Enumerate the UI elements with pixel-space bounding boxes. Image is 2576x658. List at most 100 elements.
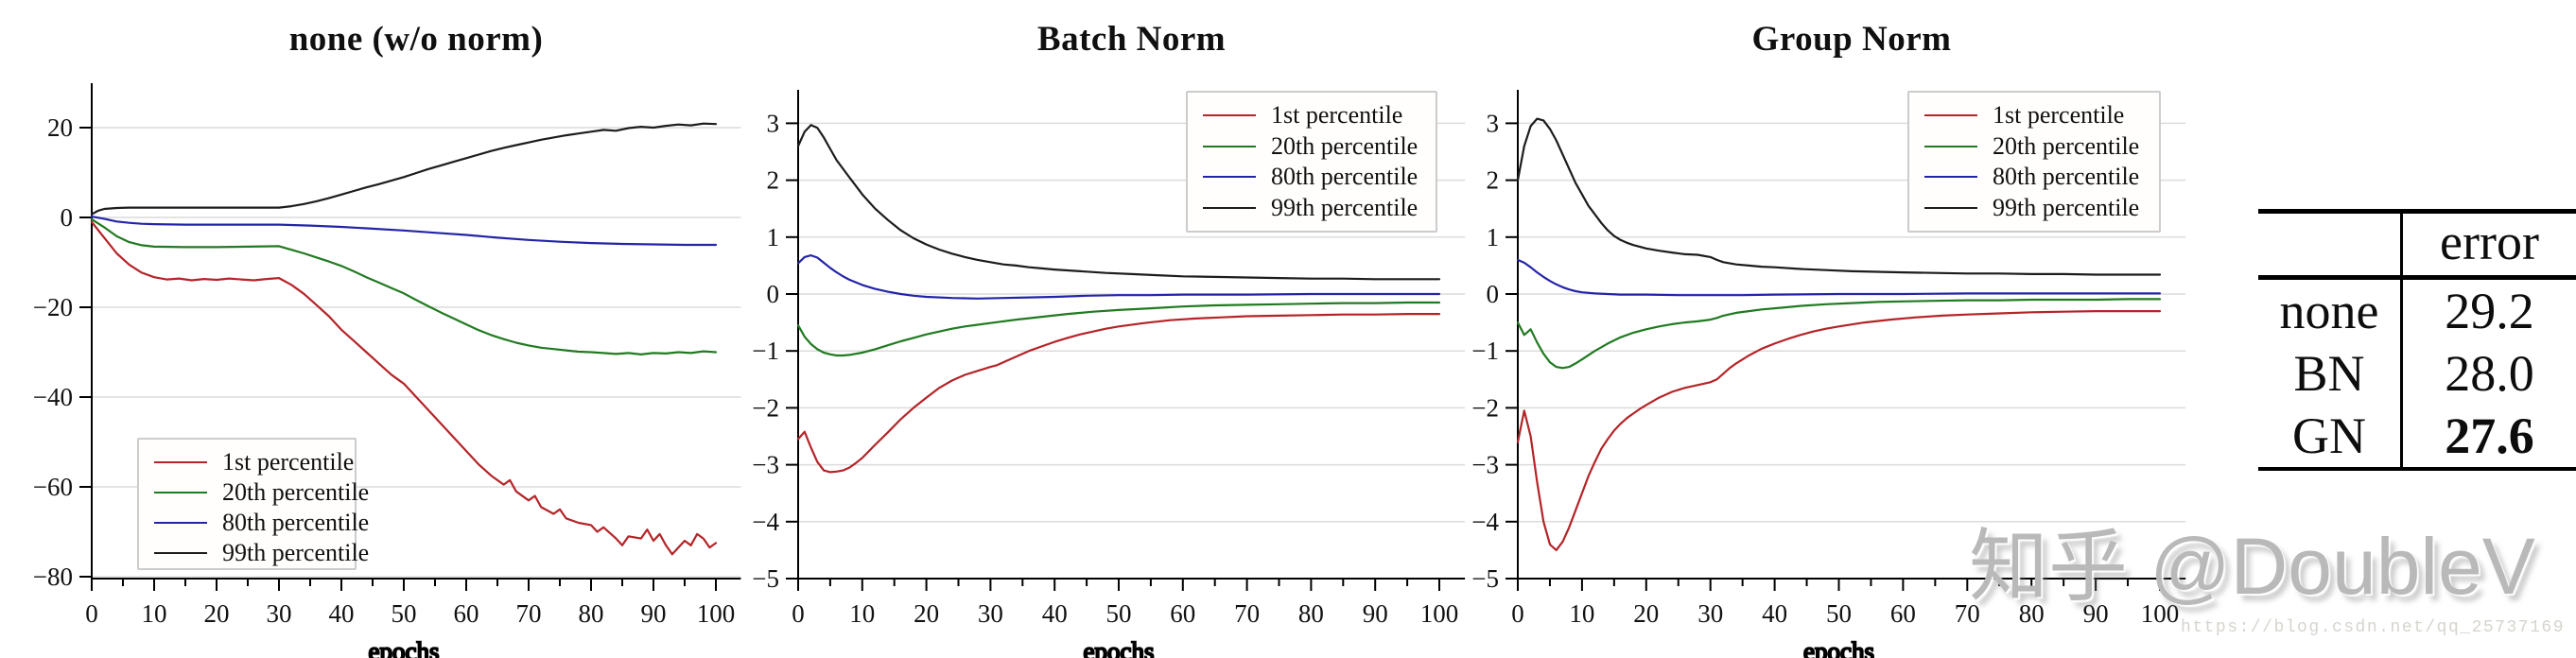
legend-item: 80th percentile <box>143 508 369 538</box>
svg-text:10: 10 <box>142 599 167 628</box>
svg-text:90: 90 <box>1363 599 1388 628</box>
svg-text:−3: −3 <box>1471 451 1499 479</box>
ticks-and-labels: 0 10 20 30 40 50 60 70 80 90 100 20 0 −20 −40 −60 −80 epo… <box>33 113 735 658</box>
svg-text:40: 40 <box>1042 599 1068 628</box>
svg-text:50: 50 <box>1826 599 1852 628</box>
legend-line-swatch <box>1924 206 1977 209</box>
svg-text:3: 3 <box>1487 109 1500 137</box>
legend-line-swatch <box>1203 206 1256 209</box>
legend-line-swatch <box>1924 145 1977 147</box>
svg-text:90: 90 <box>2083 599 2109 628</box>
legend-item: 20th percentile <box>1192 131 1432 162</box>
x-axis-label: epochs <box>1803 637 1874 658</box>
ticks-and-labels: 0 10 20 30 40 50 60 70 80 90 1003210−1−2−3−4−5epoc… <box>752 109 1458 658</box>
svg-text:−4: −4 <box>1471 508 1499 536</box>
svg-text:100: 100 <box>2141 599 2180 628</box>
table-row-label-none: none <box>2279 283 2379 339</box>
svg-text:20: 20 <box>1633 599 1659 628</box>
series-99th-percentile <box>90 122 718 216</box>
legend-item-label: 20th percentile <box>222 478 370 506</box>
svg-text:30: 30 <box>267 599 292 628</box>
series-80th-percentile <box>90 216 718 247</box>
legend-none: 1st percentile 20th percentile 80th percen… <box>137 438 369 570</box>
svg-text:2: 2 <box>1487 166 1500 195</box>
x-axis-label: epochs <box>369 637 440 658</box>
svg-text:100: 100 <box>697 599 736 628</box>
svg-text:−1: −1 <box>752 337 779 365</box>
chart-2-plot: 0 10 20 30 40 50 60 70 80 90 1003210−1−2−3−4−5epoc… <box>1471 90 2186 658</box>
legend-item: 1st percentile <box>143 447 355 477</box>
legend-line-swatch <box>1203 114 1256 117</box>
table-rule-header-separator <box>2258 275 2576 280</box>
legend-line-swatch <box>1924 176 1977 179</box>
series-80th-percentile <box>796 254 1441 300</box>
svg-text:0: 0 <box>792 599 805 628</box>
legend-batch-norm: 1st percentile 20th percentile 80th percen… <box>1186 91 1437 233</box>
chart-0-plot: 0 10 20 30 40 50 60 70 80 90 100 20 0 −20 −40 −60 −80 epo… <box>33 83 741 658</box>
table-row-value-bn: 28.0 <box>2445 345 2534 402</box>
svg-text:70: 70 <box>1955 599 1980 628</box>
svg-text:0: 0 <box>767 280 780 308</box>
legend-line-swatch <box>1203 145 1256 147</box>
legend-item: 99th percentile <box>1913 193 2155 223</box>
ticks-and-labels: 0 10 20 30 40 50 60 70 80 90 1003210−1−2−3−4−5epoc… <box>1471 109 2179 658</box>
legend-item-label: 20th percentile <box>1271 131 1419 160</box>
legend-item: 99th percentile <box>143 538 369 568</box>
legend-item-label: 20th percentile <box>1993 131 2140 160</box>
svg-text:20: 20 <box>204 599 230 628</box>
legend-line-swatch <box>154 492 207 494</box>
svg-text:−3: −3 <box>752 451 779 479</box>
svg-text:1: 1 <box>1487 223 1500 251</box>
legend-item: 80th percentile <box>1913 162 2155 192</box>
svg-text:50: 50 <box>392 599 417 628</box>
table-rule-top <box>2258 209 2576 214</box>
legend-item: 1st percentile <box>1192 100 1432 130</box>
svg-text:−1: −1 <box>1471 337 1499 365</box>
legend-item: 80th percentile <box>1192 162 1432 192</box>
svg-text:40: 40 <box>329 599 355 628</box>
svg-text:50: 50 <box>1106 599 1132 628</box>
series-1st-percentile <box>796 313 1441 474</box>
svg-text:0: 0 <box>61 203 74 232</box>
svg-text:1: 1 <box>767 223 780 251</box>
svg-text:100: 100 <box>1420 599 1459 628</box>
svg-text:−2: −2 <box>752 393 779 422</box>
svg-text:60: 60 <box>1890 599 1916 628</box>
legend-item-label: 99th percentile <box>222 539 370 566</box>
table-row-label-bn: BN <box>2293 345 2365 402</box>
legend-item-label: 80th percentile <box>1993 163 2140 191</box>
legend-item-label: 1st percentile <box>1271 101 1403 130</box>
svg-text:20: 20 <box>47 113 73 142</box>
svg-text:20: 20 <box>914 599 939 628</box>
svg-text:60: 60 <box>454 599 479 628</box>
legend-line-swatch <box>154 522 207 524</box>
series-1st-percentile <box>1516 310 2162 551</box>
svg-text:0: 0 <box>1511 599 1524 628</box>
svg-text:−60: −60 <box>33 473 73 501</box>
svg-text:30: 30 <box>1697 599 1723 628</box>
svg-text:60: 60 <box>1170 599 1195 628</box>
legend-item-label: 80th percentile <box>1271 163 1419 191</box>
source-url-watermark: https://blog.csdn.net/qq_25737169 <box>2181 618 2565 637</box>
table-header-error: error <box>2440 214 2539 270</box>
svg-text:2: 2 <box>767 166 780 195</box>
legend-item-label: 99th percentile <box>1271 193 1419 221</box>
series-99th-percentile <box>1516 117 2162 276</box>
table-rule-bottom <box>2258 467 2576 471</box>
legend-item-label: 1st percentile <box>1993 101 2125 130</box>
legend-item-label: 80th percentile <box>222 509 370 536</box>
legend-item: 1st percentile <box>1913 100 2155 130</box>
table-row-value-none: 29.2 <box>2445 283 2534 339</box>
legend-item-label: 1st percentile <box>222 448 355 476</box>
svg-text:−4: −4 <box>752 508 779 536</box>
chart-1-plot: 0 10 20 30 40 50 60 70 80 90 1003210−1−2−3−4−5epoc… <box>752 90 1466 658</box>
legend-item: 20th percentile <box>1913 131 2155 162</box>
chart-title-group-norm: Group Norm <box>1751 20 1952 59</box>
table-row-label-gn: GN <box>2292 407 2366 464</box>
svg-text:0: 0 <box>1487 280 1500 308</box>
svg-text:−40: −40 <box>33 383 73 411</box>
svg-text:3: 3 <box>767 109 780 137</box>
svg-text:0: 0 <box>85 599 98 628</box>
svg-text:40: 40 <box>1762 599 1787 628</box>
